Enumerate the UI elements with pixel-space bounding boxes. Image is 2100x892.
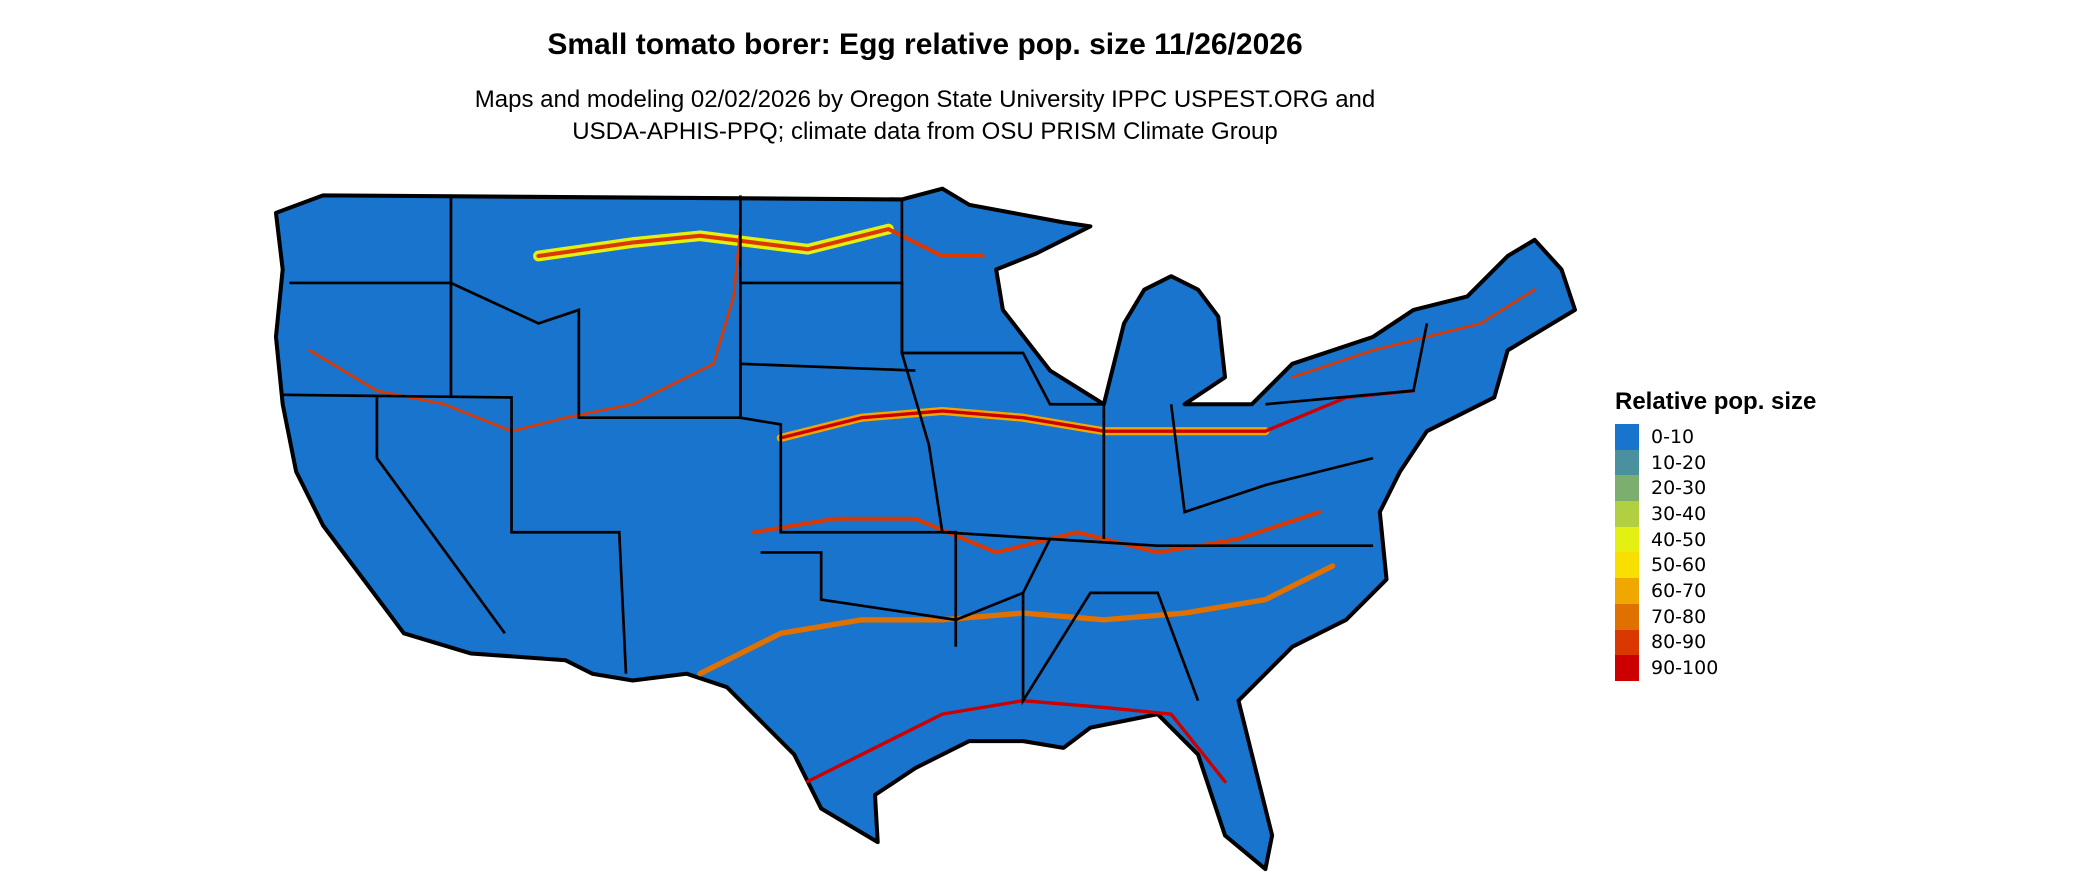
legend-item: 60-70 [1615,578,1816,604]
legend-item: 50-60 [1615,552,1816,579]
legend-swatch [1615,501,1639,527]
legend-label: 90-100 [1651,657,1719,680]
legend-swatch [1615,552,1639,579]
state-border [282,393,628,674]
legend: Relative pop. size 0-10 10-20 20-30 30-40 40… [1615,388,1816,681]
legend-swatch [1615,449,1639,476]
hotspot-band-north-core [536,227,985,259]
legend-label: 0-10 [1651,425,1695,448]
legend-label: 40-50 [1651,528,1707,551]
legend-label: 20-30 [1651,477,1707,500]
state-border [1021,591,1200,706]
legend-swatch [1615,578,1639,604]
hotspot-band-northeast [1290,288,1536,379]
legend-swatch [1615,424,1639,450]
state-borders [282,195,1429,706]
legend-item: 10-20 [1615,449,1816,476]
state-border [375,397,506,635]
map-subtitle-line1: Maps and modeling 02/02/2026 by Oregon S… [474,86,1376,113]
legend-item: 0-10 [1615,424,1816,450]
legend-item: 90-100 [1615,655,1816,681]
legend-item: 20-30 [1615,475,1816,502]
state-border [739,195,958,647]
legend-label: 10-20 [1651,451,1707,474]
state-border [760,538,1052,622]
legend-label: 80-90 [1651,631,1707,654]
state-border [900,199,1374,548]
legend-item: 40-50 [1615,526,1816,553]
hotspots [308,223,1536,784]
legend-swatch [1615,526,1639,553]
legend-swatch [1615,475,1639,502]
legend-label: 60-70 [1651,579,1707,602]
map-title: Small tomato borer: Egg relative pop. si… [547,28,1303,61]
legend-title: Relative pop. size [1615,388,1817,415]
hotspot-band-mid [751,510,1322,555]
legend-item: 30-40 [1615,501,1816,527]
legend-swatch [1615,603,1639,630]
legend-label: 50-60 [1651,554,1707,577]
map-subtitle-line2: USDA-APHIS-PPQ; climate data from OSU PR… [572,118,1278,145]
legend-swatch [1615,629,1639,656]
legend-item: 70-80 [1615,603,1816,630]
legend-item: 80-90 [1615,629,1816,656]
state-border [1265,323,1429,406]
legend-label: 70-80 [1651,605,1707,628]
legend-swatch [1615,655,1639,681]
state-border [1169,404,1374,514]
legend-label: 30-40 [1651,502,1707,525]
